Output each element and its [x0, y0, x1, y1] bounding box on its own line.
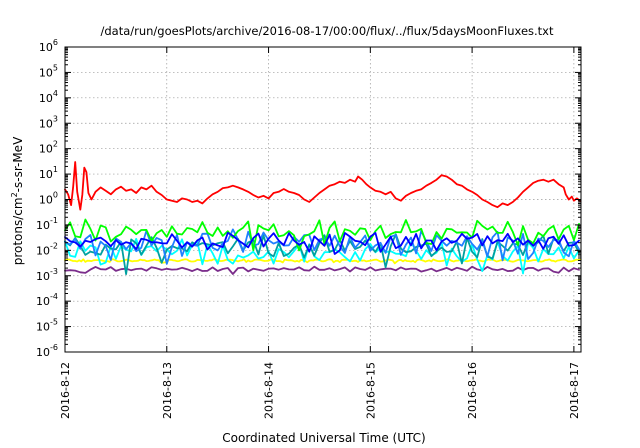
- x-axis-title: Coordinated Universal Time (UTC): [222, 431, 425, 445]
- y-tick-label: 10-2: [36, 241, 58, 257]
- y-tick-label: 106: [39, 38, 58, 54]
- y-tick-base: 10: [36, 346, 50, 359]
- x-tick-label: 2016-8-15: [364, 362, 377, 419]
- y-tick-exponent: -3: [50, 267, 58, 276]
- y-axis-title-sup: 2: [10, 192, 19, 197]
- y-axis-title-base: protons/cm: [11, 197, 25, 265]
- y-tick-label: 101: [39, 165, 58, 181]
- y-tick-base: 10: [39, 194, 53, 207]
- y-tick-exponent: 0: [53, 191, 58, 200]
- y-tick-exponent: -4: [50, 292, 58, 301]
- y-tick-labels: 10610510410310210110010-110-210-310-410-…: [36, 38, 58, 359]
- y-tick-exponent: 4: [53, 89, 58, 98]
- y-tick-label: 104: [39, 89, 58, 105]
- series-line-4: [64, 228, 580, 265]
- y-tick-exponent: -6: [50, 343, 58, 352]
- x-tick-label: 2016-8-12: [59, 362, 72, 419]
- y-tick-exponent: -2: [50, 241, 58, 250]
- y-tick-base: 10: [39, 41, 53, 54]
- y-tick-base: 10: [36, 219, 50, 232]
- series-line-7: [64, 161, 581, 211]
- x-tick-label: 2016-8-13: [161, 362, 174, 419]
- y-tick-exponent: 5: [53, 63, 58, 72]
- y-tick-label: 10-1: [36, 216, 58, 232]
- x-tick-label: 2016-8-17: [568, 362, 581, 419]
- series-line-5: [64, 218, 580, 252]
- series-line-0: [64, 258, 581, 265]
- y-tick-base: 10: [39, 168, 53, 181]
- y-tick-label: 103: [39, 114, 58, 130]
- y-tick-exponent: -1: [50, 216, 58, 225]
- y-tick-exponent: 3: [53, 114, 58, 123]
- x-tick-label: 2016-8-14: [263, 362, 276, 419]
- axis-ticks: [64, 46, 581, 353]
- chart-title: /data/run/goesPlots/archive/2016-08-17/0…: [100, 24, 554, 38]
- y-tick-base: 10: [36, 295, 50, 308]
- y-tick-label: 10-5: [36, 318, 58, 334]
- y-tick-exponent: 1: [53, 165, 58, 174]
- y-axis-title: protons/cm2-s-sr-MeV: [10, 136, 25, 265]
- y-tick-exponent: -5: [50, 318, 58, 327]
- grid-lines: [65, 47, 581, 352]
- y-tick-base: 10: [39, 92, 53, 105]
- series-line-6: [64, 231, 580, 255]
- y-axis-title-rest: -s-sr-MeV: [11, 136, 25, 192]
- y-tick-exponent: 6: [53, 38, 58, 47]
- y-tick-base: 10: [36, 321, 50, 334]
- y-tick-exponent: 2: [53, 140, 58, 149]
- y-tick-label: 10-3: [36, 267, 58, 283]
- y-tick-base: 10: [39, 117, 53, 130]
- y-tick-base: 10: [39, 143, 53, 156]
- y-tick-label: 10-6: [36, 343, 58, 359]
- y-tick-label: 105: [39, 63, 58, 79]
- y-tick-base: 10: [36, 244, 50, 257]
- y-tick-label: 100: [39, 191, 58, 207]
- x-tick-label: 2016-8-16: [466, 362, 479, 419]
- x-tick-labels: 2016-8-12 2016-8-13 2016-8-14 2016-8-15 2016…: [59, 362, 581, 419]
- y-tick-label: 10-4: [36, 292, 58, 308]
- y-tick-base: 10: [36, 270, 50, 283]
- series-line-1: [64, 265, 580, 275]
- series-layer: [64, 161, 581, 276]
- y-tick-base: 10: [39, 66, 53, 79]
- y-tick-label: 102: [39, 140, 58, 156]
